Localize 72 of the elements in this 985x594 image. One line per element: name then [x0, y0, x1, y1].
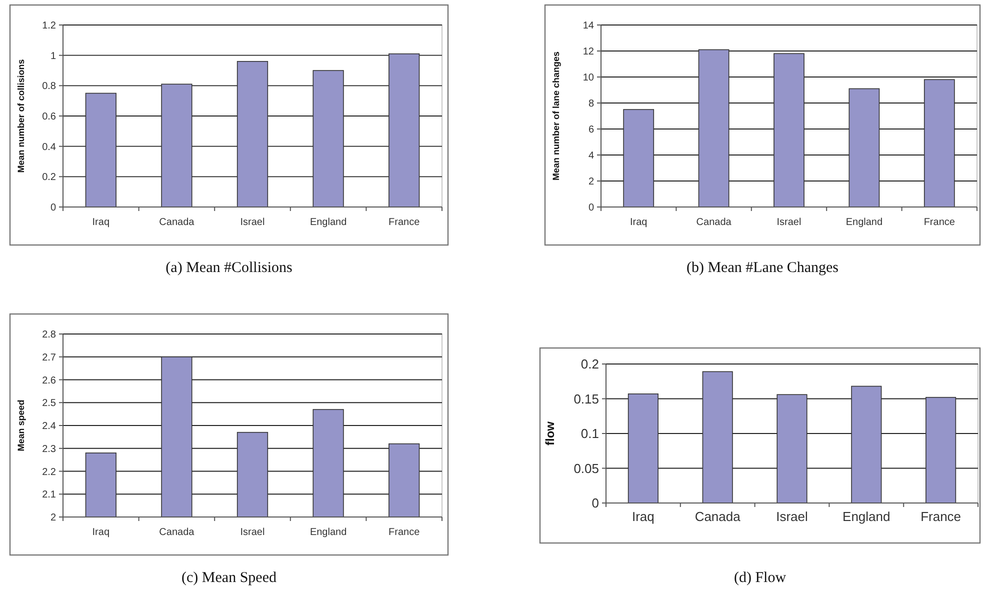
x-tick-label: Canada	[159, 527, 195, 538]
x-tick-label: England	[310, 527, 347, 538]
x-tick-label: Israel	[240, 527, 265, 538]
y-tick-label: 0	[592, 496, 599, 511]
text: (b) Mean #Lane Changes	[686, 260, 839, 276]
x-tick-label: Israel	[240, 217, 265, 228]
x-tick-label: England	[846, 217, 883, 228]
x-tick-label: Iraq	[632, 509, 654, 524]
x-tick-label: Iraq	[630, 217, 648, 228]
text: (d) Flow	[734, 570, 786, 586]
y-tick-label: 0	[50, 202, 56, 214]
y-tick-label: 2.7	[42, 352, 56, 364]
y-axis-title: Mean number of lane changes	[551, 51, 561, 181]
bar	[628, 393, 658, 504]
y-tick-label: 2	[588, 176, 594, 188]
y-tick-label: 0.15	[574, 391, 599, 406]
text: (a) Mean #Collisions	[166, 260, 292, 276]
bar	[161, 84, 192, 208]
y-tick-label: 0.8	[42, 81, 56, 92]
y-tick-label: 1.2	[42, 20, 56, 32]
bar	[388, 53, 420, 208]
bar	[702, 371, 733, 504]
y-tick-label: 2	[50, 512, 56, 524]
x-tick-label: England	[310, 217, 347, 228]
y-tick-label: 8	[588, 98, 594, 110]
x-tick-label: France	[388, 527, 420, 538]
x-tick-label: Canada	[694, 509, 742, 524]
bar	[623, 109, 654, 208]
y-tick-label: 4	[588, 150, 594, 162]
bar	[85, 92, 116, 208]
y-tick-label: 0.2	[42, 172, 56, 184]
bar	[851, 386, 882, 504]
bar	[924, 79, 955, 208]
y-tick-label: 0.05	[574, 460, 599, 476]
y-tick-label: 2.3	[42, 444, 56, 455]
y-tick-label: 14	[582, 20, 594, 32]
x-tick-label: Canada	[696, 217, 732, 228]
x-tick-label: Israel	[776, 509, 808, 524]
bar	[236, 61, 268, 208]
bar	[776, 394, 808, 504]
y-tick-label: 0.6	[42, 112, 56, 122]
y-tick-label: 2.5	[42, 398, 56, 410]
y-tick-label: 0.4	[42, 142, 56, 153]
x-tick-label: France	[920, 509, 962, 524]
y-axis-title: Mean number of collisions	[16, 59, 26, 173]
y-tick-label: 2.4	[42, 421, 56, 432]
y-tick-label: 10	[582, 72, 594, 84]
x-tick-label: France	[924, 217, 956, 228]
text: (c) Mean Speed	[182, 570, 277, 586]
y-tick-label: 1	[50, 50, 56, 62]
y-tick-label: 6	[588, 124, 594, 136]
bar	[926, 396, 956, 504]
y-tick-label: 0.2	[580, 356, 599, 372]
bar	[848, 88, 880, 208]
y-tick-label: 2.1	[42, 490, 56, 501]
y-tick-label: 12	[582, 46, 594, 58]
x-tick-label: Iraq	[92, 217, 110, 228]
bar	[698, 49, 730, 208]
y-tick-label: 2.6	[42, 375, 56, 386]
y-tick-label: 0.1	[580, 426, 599, 442]
y-tick-label: 0	[588, 202, 594, 214]
x-tick-label: France	[388, 217, 420, 228]
y-tick-label: 2.2	[42, 466, 56, 478]
x-tick-label: England	[842, 509, 890, 524]
bar	[774, 53, 804, 208]
x-tick-label: Iraq	[92, 527, 110, 538]
y-tick-label: 2.8	[42, 330, 56, 340]
y-axis-title: flow	[543, 420, 557, 446]
x-tick-label: Canada	[159, 217, 195, 228]
bar	[312, 70, 344, 208]
y-axis-title: Mean speed	[16, 400, 26, 452]
x-tick-label: Israel	[776, 217, 802, 228]
